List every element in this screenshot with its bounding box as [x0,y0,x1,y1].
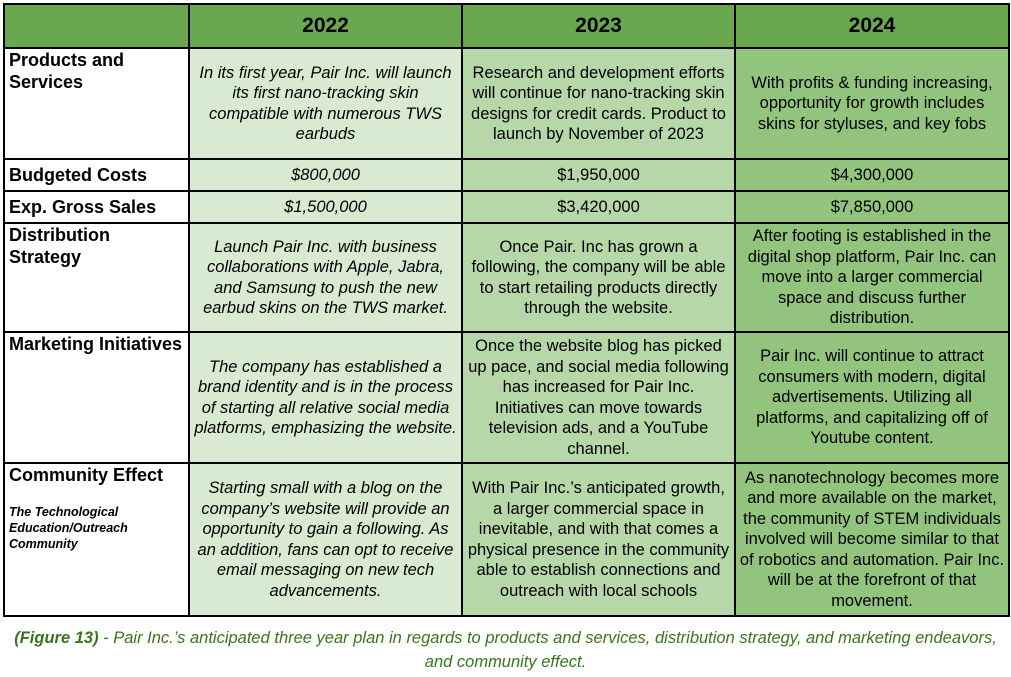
table-row: Budgeted Costs $800,000 $1,950,000 $4,30… [3,158,1010,192]
row-label: Exp. Gross Sales [3,190,190,224]
table-row: Exp. Gross Sales $1,500,000 $3,420,000 $… [3,190,1010,224]
cell-2023: With Pair Inc.’s anticipated growth, a l… [461,462,736,617]
cell-2023: $1,950,000 [461,158,736,192]
cell-2023: Research and development efforts will co… [461,47,736,160]
table-row: Distribution Strategy Launch Pair Inc. w… [3,222,1010,333]
table-row: Products and Services In its first year,… [3,47,1010,160]
cell-2024: $4,300,000 [734,158,1010,192]
cell-2023: Once Pair. Inc has grown a following, th… [461,222,736,333]
cell-2024: As nanotechnology becomes more and more … [734,462,1010,617]
caption-text: - Pair Inc.’s anticipated three year pla… [98,629,997,671]
row-label: Marketing Initiatives [3,331,190,464]
table-row: Marketing Initiatives The company has es… [3,331,1010,464]
figure-number: (Figure 13) [14,629,99,647]
row-label: Budgeted Costs [3,158,190,192]
header-2022: 2022 [188,3,463,49]
cell-2022: $800,000 [188,158,463,192]
cell-2022: Launch Pair Inc. with business collabora… [188,222,463,333]
cell-2022: The company has established a brand iden… [188,331,463,464]
header-blank [3,3,190,49]
header-row: 2022 2023 2024 [3,3,1010,49]
cell-2022: Starting small with a blog on the compan… [188,462,463,617]
cell-2022: $1,500,000 [188,190,463,224]
cell-2023: $3,420,000 [461,190,736,224]
cell-2024: $7,850,000 [734,190,1010,224]
figure-caption: (Figure 13) - Pair Inc.’s anticipated th… [0,626,1011,674]
cell-2024: Pair Inc. will continue to attract consu… [734,331,1010,464]
cell-2024: With profits & funding increasing, oppor… [734,47,1010,160]
header-2023: 2023 [461,3,736,49]
row-label: Community Effect The Technological Educa… [3,462,190,617]
cell-2022: In its first year, Pair Inc. will launch… [188,47,463,160]
three-year-plan-table: 2022 2023 2024 Products and Services In … [3,3,1010,617]
table-row: Community Effect The Technological Educa… [3,462,1010,617]
row-label-text: Community Effect [9,465,164,485]
header-2024: 2024 [734,3,1010,49]
row-label: Distribution Strategy [3,222,190,333]
cell-2023: Once the website blog has picked up pace… [461,331,736,464]
row-sublabel: The Technological Education/Outreach Com… [9,505,128,551]
cell-2024: After footing is established in the digi… [734,222,1010,333]
row-label: Products and Services [3,47,190,160]
